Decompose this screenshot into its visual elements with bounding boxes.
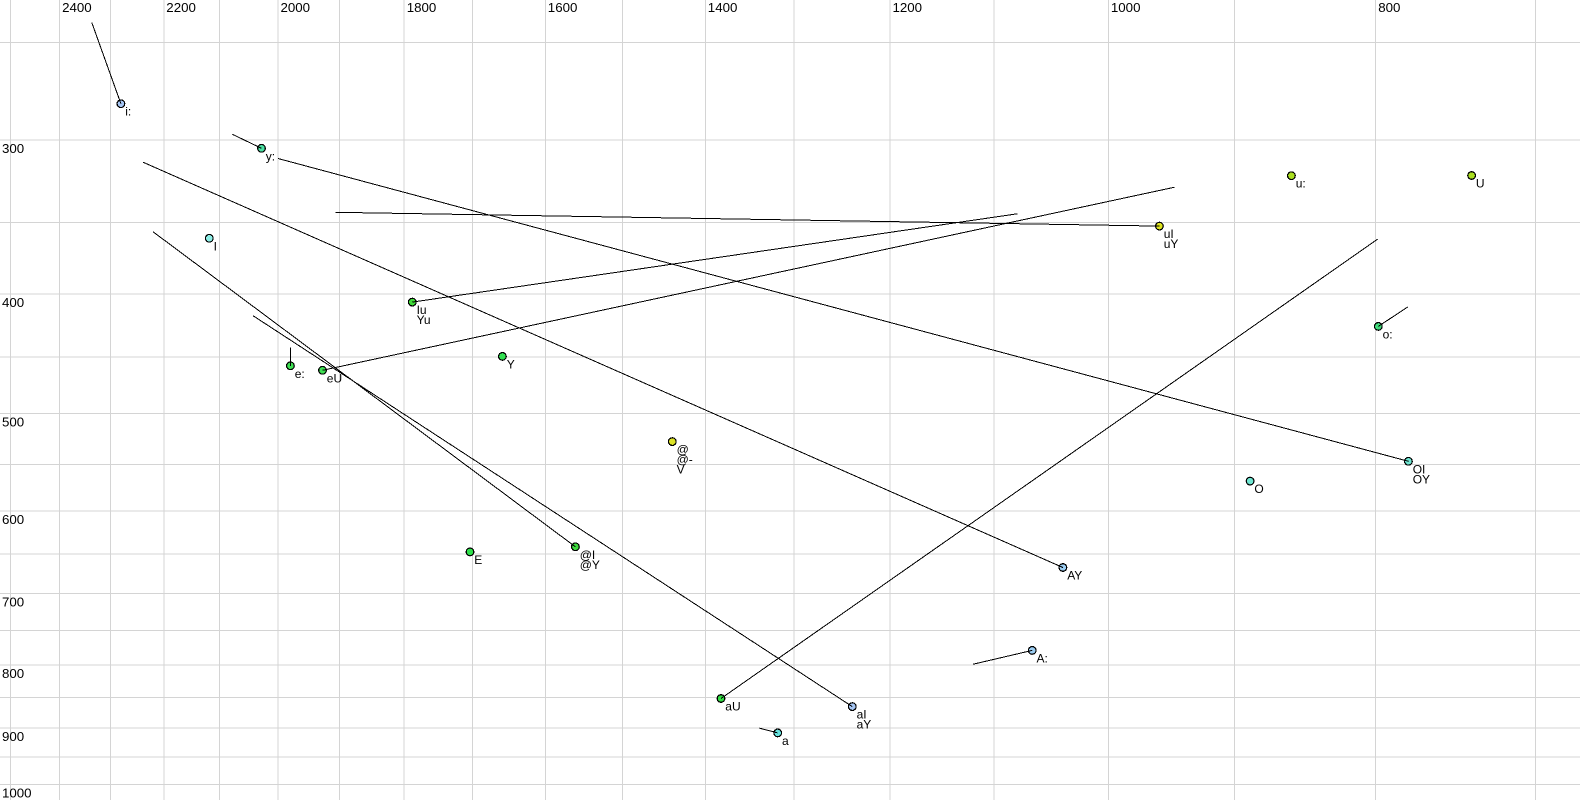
svg-text:2400: 2400 — [62, 0, 92, 15]
svg-text:e:: e: — [295, 367, 305, 381]
svg-text:700: 700 — [2, 595, 24, 610]
svg-text:i:: i: — [125, 105, 131, 119]
svg-text:o:: o: — [1383, 327, 1393, 341]
svg-text:1200: 1200 — [893, 0, 923, 15]
svg-text:@I@Y: @I @Y — [580, 548, 600, 572]
svg-text:aU: aU — [725, 700, 740, 714]
svg-text:a: a — [782, 734, 789, 748]
svg-text:AY: AY — [1067, 569, 1082, 583]
svg-text:@@-V: @ @-V — [677, 443, 693, 477]
svg-text:2000: 2000 — [281, 0, 311, 15]
svg-text:1600: 1600 — [548, 0, 578, 15]
svg-text:800: 800 — [2, 666, 24, 681]
svg-text:1400: 1400 — [708, 0, 738, 15]
svg-text:800: 800 — [1378, 0, 1400, 15]
svg-text:1000: 1000 — [2, 786, 32, 800]
svg-text:900: 900 — [2, 729, 24, 744]
svg-text:1000: 1000 — [1111, 0, 1141, 15]
svg-text:1800: 1800 — [407, 0, 437, 15]
svg-text:2200: 2200 — [166, 0, 196, 15]
svg-text:eU: eU — [327, 371, 342, 385]
svg-text:A:: A: — [1037, 651, 1048, 665]
svg-text:600: 600 — [2, 512, 24, 527]
svg-text:400: 400 — [2, 295, 24, 310]
svg-text:U: U — [1476, 177, 1485, 191]
svg-text:500: 500 — [2, 415, 24, 430]
svg-text:300: 300 — [2, 141, 24, 156]
svg-text:E: E — [474, 553, 482, 567]
svg-text:I: I — [214, 239, 217, 253]
svg-text:y:: y: — [266, 149, 275, 163]
svg-text:O: O — [1254, 482, 1263, 496]
svg-text:Y: Y — [507, 357, 515, 371]
svg-text:u:: u: — [1296, 177, 1306, 191]
